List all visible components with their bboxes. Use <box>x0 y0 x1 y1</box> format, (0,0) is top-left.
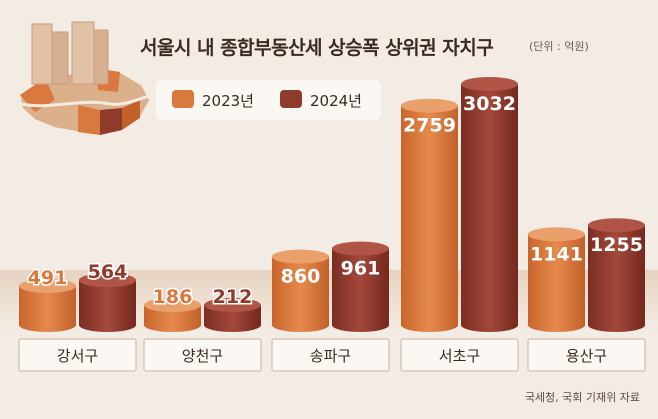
bar-base <box>588 318 645 332</box>
bar-body <box>588 225 645 325</box>
bar-용산구-2024년 <box>588 218 645 332</box>
bar-base <box>272 318 329 332</box>
bar-body <box>272 256 329 325</box>
bar-base <box>144 318 201 332</box>
chart-title: 서울시 내 종합부동산세 상승폭 상위권 자치구 <box>140 37 494 59</box>
bar-top <box>19 278 76 293</box>
bar-body <box>401 105 458 325</box>
bar-양천구-2024년 <box>204 298 261 332</box>
category-label-서초구: 서초구 <box>439 347 480 365</box>
unit-label: (단위 : 억원) <box>529 40 589 53</box>
category-box-서초구 <box>400 338 519 372</box>
bar-top <box>401 98 458 113</box>
category-box-양천구 <box>143 338 262 372</box>
bar-송파구-2023년 <box>272 249 329 332</box>
bar-용산구-2023년 <box>528 227 585 332</box>
bar-base <box>204 318 261 332</box>
bar-top <box>588 218 645 233</box>
value-label-서초구-2024년: 3032 <box>463 93 516 115</box>
bar-송파구-2024년 <box>332 241 389 332</box>
bar-base <box>332 318 389 332</box>
category-box-용산구 <box>527 338 646 372</box>
value-label-송파구-2024년: 961 <box>341 258 381 280</box>
bar-top <box>332 241 389 256</box>
bar-top <box>204 298 261 312</box>
category-box-강서구 <box>18 338 137 372</box>
value-label-강서구-2024년: 564 <box>88 261 128 283</box>
value-label-양천구-2023년: 186 <box>153 286 193 308</box>
value-label-용산구-2023년: 1141 <box>530 243 583 265</box>
bar-base <box>79 318 136 332</box>
source-note: 국세청, 국회 기재위 자료 <box>524 391 640 404</box>
legend: 2023년 2024년 <box>156 80 381 120</box>
bar-top <box>79 273 136 288</box>
value-label-강서구-2023년: 491 <box>28 267 68 289</box>
legend-swatch-2024 <box>280 90 302 108</box>
value-label-송파구-2023년: 860 <box>281 266 321 288</box>
value-label-용산구-2024년: 1255 <box>590 234 643 256</box>
legend-swatch-2023 <box>172 90 194 108</box>
value-label-양천구-2024년: 212 <box>213 286 253 308</box>
bar-top <box>272 249 329 264</box>
bar-강서구-2023년 <box>19 278 76 332</box>
bar-양천구-2023년 <box>144 298 201 332</box>
legend-label-2024: 2024년 <box>310 92 362 110</box>
bar-body <box>79 280 136 325</box>
category-label-용산구: 용산구 <box>566 347 607 365</box>
bar-top <box>144 298 201 312</box>
bar-base <box>528 318 585 332</box>
category-label-양천구: 양천구 <box>182 347 223 365</box>
bar-서초구-2024년 <box>461 77 518 332</box>
seoul-map-illustration <box>19 21 151 136</box>
bar-body <box>332 248 389 325</box>
bar-top <box>528 227 585 242</box>
bar-서초구-2023년 <box>401 98 458 332</box>
bar-base <box>461 318 518 332</box>
category-box-송파구 <box>271 338 390 372</box>
bar-base <box>401 318 458 332</box>
bar-base <box>19 318 76 332</box>
bar-body <box>528 234 585 325</box>
bar-top <box>461 77 518 91</box>
bar-body <box>461 84 518 325</box>
category-label-강서구: 강서구 <box>57 347 98 365</box>
category-label-송파구: 송파구 <box>310 347 351 365</box>
value-label-서초구-2023년: 2759 <box>403 115 456 137</box>
legend-label-2023: 2023년 <box>202 92 254 110</box>
bar-강서구-2024년 <box>79 273 136 332</box>
